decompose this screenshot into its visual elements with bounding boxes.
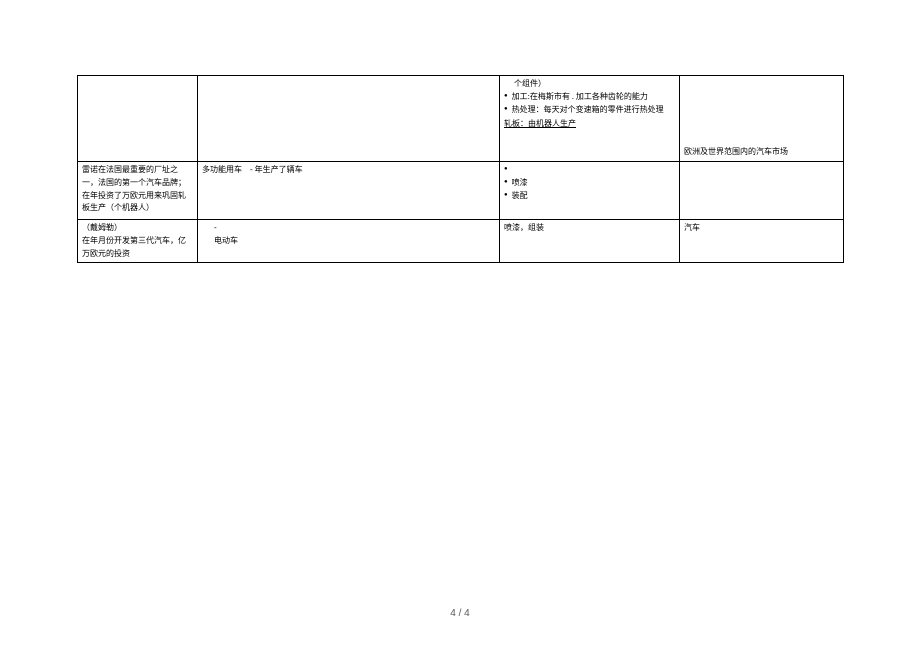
cell-line: 喷漆 [504,177,675,190]
cell [680,162,844,220]
cell-line: 个组件） [504,78,675,91]
cell: - 电动车 [198,220,500,263]
document-page: 个组件） 加工:在梅斯市有 . 加工各种齿轮的能力 热处理：每天对个变速箱的零件… [0,0,920,651]
main-table: 个组件） 加工:在梅斯市有 . 加工各种齿轮的能力 热处理：每天对个变速箱的零件… [77,75,844,263]
cell: 喷漆 装配 [500,162,680,220]
cell: 雷诺在法国最重要的厂址之一，法国的第一个汽车品牌；在年投资了万欧元用来巩固轧板生… [78,162,198,220]
cell-line: 喷漆，组装 [504,222,675,235]
cell-line: 加工:在梅斯市有 . 加工各种齿轮的能力 [504,91,675,104]
cell: 汽车 [680,220,844,263]
page-number: 4 / 4 [0,608,920,619]
cell [78,76,198,162]
cell-line: 热处理：每天对个变速箱的零件进行热处理 [504,104,675,117]
cell: 个组件） 加工:在梅斯市有 . 加工各种齿轮的能力 热处理：每天对个变速箱的零件… [500,76,680,162]
cell [198,76,500,162]
table-row: 雷诺在法国最重要的厂址之一，法国的第一个汽车品牌；在年投资了万欧元用来巩固轧板生… [78,162,844,220]
cell-line [504,164,675,177]
cell: 喷漆，组装 [500,220,680,263]
cell: （戴姆勒） 在年月份开发第三代汽车，亿万欧元的投资 [78,220,198,263]
cell: 多功能用车 - 年生产了辆车 [198,162,500,220]
cell-line: 轧板：由机器人生产 [504,118,675,131]
cell-line: 装配 [504,190,675,203]
cell: 欧洲及世界范围内的汽车市场 [680,76,844,162]
table-row: （戴姆勒） 在年月份开发第三代汽车，亿万欧元的投资 - 电动车 喷漆，组装 汽车 [78,220,844,263]
table-row: 个组件） 加工:在梅斯市有 . 加工各种齿轮的能力 热处理：每天对个变速箱的零件… [78,76,844,162]
